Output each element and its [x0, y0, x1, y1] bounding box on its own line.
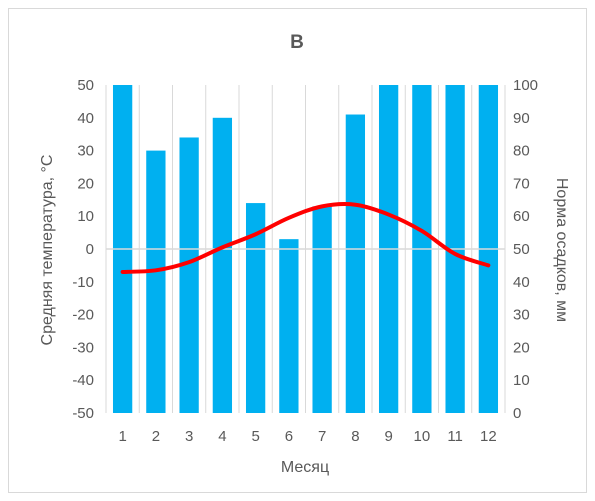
- x-tick-label: 4: [218, 428, 226, 445]
- y-tick-label: 40: [77, 110, 94, 127]
- y2-tick-label: 80: [513, 143, 530, 160]
- x-tick-label: 9: [384, 428, 392, 445]
- x-tick-label: 2: [152, 428, 160, 445]
- y2-tick-label: 50: [513, 241, 530, 258]
- y-tick-label: -50: [72, 405, 94, 422]
- y-tick-label: 30: [77, 143, 94, 160]
- x-tick-label: 5: [251, 428, 259, 445]
- y2-tick-label: 90: [513, 110, 530, 127]
- y2-tick-label: 40: [513, 274, 530, 291]
- y-tick-label: 0: [86, 241, 94, 258]
- x-tick-label: 11: [447, 428, 463, 445]
- precipitation-bar: [312, 206, 332, 413]
- y2-tick-label: 70: [513, 175, 530, 192]
- y-tick-label: -40: [72, 372, 94, 389]
- line-series: [120, 202, 491, 274]
- y-tick-label: 50: [77, 77, 94, 94]
- left-axis-ticks: 50 40 30 20 10 0 -10 -20 -30 -40 -50: [72, 77, 94, 422]
- x-axis-ticks: 1 2 3 4 5 6 7 8 9 10 11 12: [118, 428, 496, 445]
- x-tick-label: 3: [185, 428, 193, 445]
- x-tick-label: 7: [318, 428, 326, 445]
- y-tick-label: -10: [72, 274, 94, 291]
- y-tick-label: 20: [77, 175, 94, 192]
- precipitation-bar: [245, 203, 266, 413]
- y-tick-label: -30: [72, 339, 94, 356]
- y-axis-label: Средняя температура, °С: [39, 155, 56, 346]
- y-tick-label: -20: [72, 307, 94, 324]
- x-tick-label: 1: [118, 428, 126, 445]
- y2-tick-label: 10: [513, 372, 530, 389]
- y2-tick-label: 30: [513, 307, 530, 324]
- y2-tick-label: 20: [513, 339, 530, 356]
- temperature-line: [120, 202, 491, 274]
- y2-tick-label: 0: [513, 405, 521, 422]
- precipitation-bar: [146, 150, 166, 413]
- x-tick-label: 12: [480, 428, 497, 445]
- precipitation-bar: [179, 137, 199, 414]
- precipitation-bar: [279, 239, 299, 413]
- chart-title: В: [290, 32, 304, 53]
- x-tick-label: 6: [285, 428, 293, 445]
- x-axis-label: Месяц: [281, 459, 329, 476]
- precipitation-bar: [212, 117, 233, 414]
- x-tick-label: 8: [351, 428, 359, 445]
- y-tick-label: 10: [77, 208, 94, 225]
- y2-tick-label: 100: [513, 77, 538, 94]
- y2-tick-label: 60: [513, 208, 530, 225]
- precipitation-bar: [345, 114, 366, 414]
- y2-axis-label: Норма осадков, мм: [553, 178, 570, 322]
- x-tick-label: 10: [414, 428, 431, 445]
